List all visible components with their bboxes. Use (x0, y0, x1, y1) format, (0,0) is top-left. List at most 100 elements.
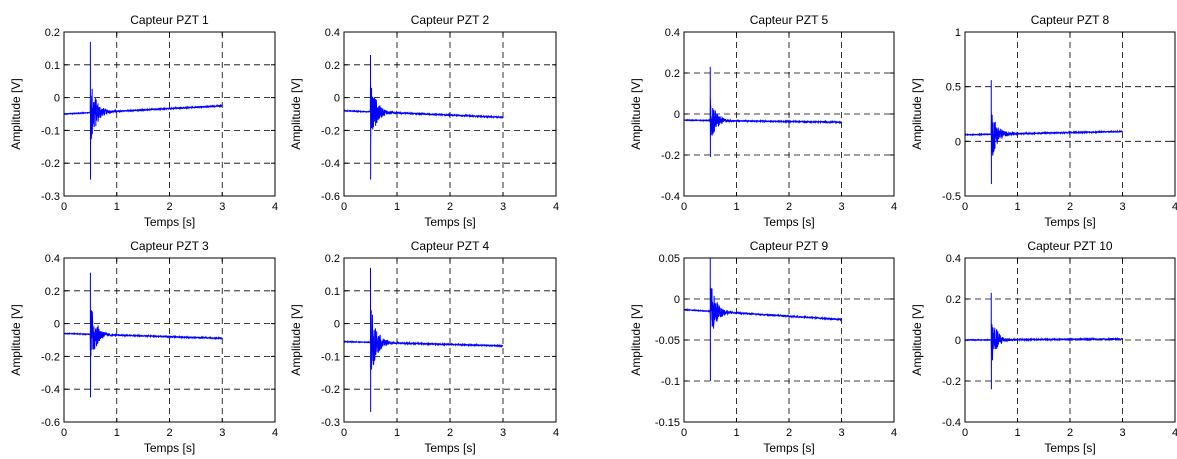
axes-frame (63, 257, 276, 423)
x-tick-label: 4 (553, 427, 559, 439)
y-tick-label: 0.4 (45, 253, 60, 265)
x-tick-label: 2 (447, 201, 453, 213)
y-tick-label: -0.6 (41, 417, 60, 429)
y-tick-label: 0.4 (665, 27, 680, 39)
y-tick-label: 0.2 (45, 27, 60, 39)
signal-line (343, 54, 504, 180)
x-tick-label: 1 (114, 427, 120, 439)
x-axis-label: Temps [s] (763, 215, 814, 229)
y-tick-label: -0.05 (655, 335, 680, 347)
y-tick-label: 0.2 (946, 294, 961, 306)
y-tick-label: 0.5 (946, 82, 961, 94)
y-tick-label: 0.1 (45, 60, 60, 72)
plot-title: Capteur PZT 2 (411, 13, 490, 27)
x-tick-label: 0 (341, 201, 347, 213)
y-tick-label: -0.2 (321, 125, 340, 137)
x-tick-label: 0 (681, 201, 687, 213)
y-tick-label: -0.2 (321, 384, 340, 396)
y-tick-label: -0.2 (41, 351, 60, 363)
axes-frame (343, 31, 557, 197)
x-tick-label: 3 (500, 427, 506, 439)
subplot-7: -0.15 -0.1 -0.05 0 0.05 0 1 2 3 4 Capteur PZT 9 Tem… (629, 239, 897, 455)
y-tick-label: 0.2 (45, 286, 60, 298)
y-tick-label: 0.05 (659, 253, 680, 265)
y-tick-label: 0 (674, 294, 680, 306)
y-tick-label: 0 (955, 136, 961, 148)
y-axis-label: Amplitude [V] (910, 304, 924, 375)
x-axis-label: Temps [s] (1044, 215, 1095, 229)
y-axis-label: Amplitude [V] (9, 78, 23, 149)
y-axis-label: Amplitude [V] (910, 78, 924, 149)
y-tick-label: 0.4 (325, 27, 340, 39)
y-tick-label: 0 (54, 93, 60, 105)
y-tick-label: 0.2 (325, 60, 340, 72)
y-tick-label: -0.15 (655, 417, 680, 429)
y-tick-label: -0.1 (41, 125, 60, 137)
y-axis-label: Amplitude [V] (629, 78, 643, 149)
signal-line (343, 267, 504, 413)
x-tick-label: 2 (166, 201, 172, 213)
y-tick-label: -0.6 (321, 191, 340, 203)
x-tick-label: 0 (61, 201, 67, 213)
axes-frame (63, 31, 276, 197)
y-tick-label: -0.3 (41, 191, 60, 203)
y-tick-label: 0 (334, 93, 340, 105)
y-tick-label: -0.1 (661, 376, 680, 388)
x-tick-label: 2 (786, 201, 792, 213)
x-axis-label: Temps [s] (144, 215, 195, 229)
x-axis-label: Temps [s] (1044, 441, 1095, 455)
subplot-1: -0.3 -0.2 -0.1 0 0.1 0.2 0 1 2 3 4 Capteur PZT 1 Tem… (9, 13, 278, 229)
x-tick-label: 0 (61, 427, 67, 439)
plot-title: Capteur PZT 4 (411, 239, 490, 253)
subplot-5: -0.6 -0.4 -0.2 0 0.2 0.4 0 1 2 3 4 Capteur PZT 3 Tem… (9, 239, 278, 455)
y-tick-label: -0.2 (41, 158, 60, 170)
subplot-2: -0.6 -0.4 -0.2 0 0.2 0.4 0 1 2 3 4 Capteur PZT 2 Tem… (289, 13, 559, 229)
y-axis-label: Amplitude [V] (9, 304, 23, 375)
signal-line (964, 80, 1123, 184)
plot-title: Capteur PZT 10 (1027, 239, 1112, 253)
y-tick-label: 0 (334, 319, 340, 331)
x-tick-label: 0 (962, 201, 968, 213)
x-tick-label: 4 (891, 427, 897, 439)
plot-title: Capteur PZT 9 (750, 239, 829, 253)
y-tick-label: 0 (54, 319, 60, 331)
x-tick-label: 4 (891, 201, 897, 213)
y-tick-label: -0.4 (321, 158, 340, 170)
x-tick-label: 3 (838, 427, 844, 439)
axes-frame (683, 257, 895, 423)
y-tick-label: -0.5 (942, 191, 961, 203)
x-tick-label: 0 (681, 427, 687, 439)
y-tick-label: 0.2 (665, 68, 680, 80)
axes-frame (683, 31, 895, 197)
signal-line (63, 41, 223, 180)
x-tick-label: 3 (500, 201, 506, 213)
x-tick-label: 2 (786, 427, 792, 439)
x-tick-label: 3 (1119, 427, 1125, 439)
x-tick-label: 3 (838, 201, 844, 213)
plot-title: Capteur PZT 3 (130, 239, 209, 253)
y-axis-label: Amplitude [V] (289, 78, 303, 149)
y-axis-label: Amplitude [V] (629, 304, 643, 375)
x-axis-label: Temps [s] (763, 441, 814, 455)
x-tick-label: 1 (1014, 201, 1020, 213)
x-tick-label: 4 (272, 201, 278, 213)
x-tick-label: 4 (272, 427, 278, 439)
x-tick-label: 3 (219, 201, 225, 213)
axes-frame (343, 257, 557, 423)
x-tick-label: 4 (553, 201, 559, 213)
x-tick-label: 2 (1067, 201, 1073, 213)
x-tick-label: 2 (166, 427, 172, 439)
signal-line (63, 272, 223, 398)
signal-line (683, 257, 842, 382)
x-tick-label: 2 (1067, 427, 1073, 439)
y-tick-label: -0.2 (942, 376, 961, 388)
axes-frame (964, 257, 1176, 423)
y-tick-label: -0.4 (942, 417, 961, 429)
y-tick-label: 0.2 (325, 253, 340, 265)
y-tick-label: -0.2 (661, 150, 680, 162)
x-tick-label: 1 (733, 201, 739, 213)
y-tick-label: 0 (955, 335, 961, 347)
x-tick-label: 3 (219, 427, 225, 439)
signal-line (683, 66, 842, 158)
y-tick-label: 0 (674, 109, 680, 121)
